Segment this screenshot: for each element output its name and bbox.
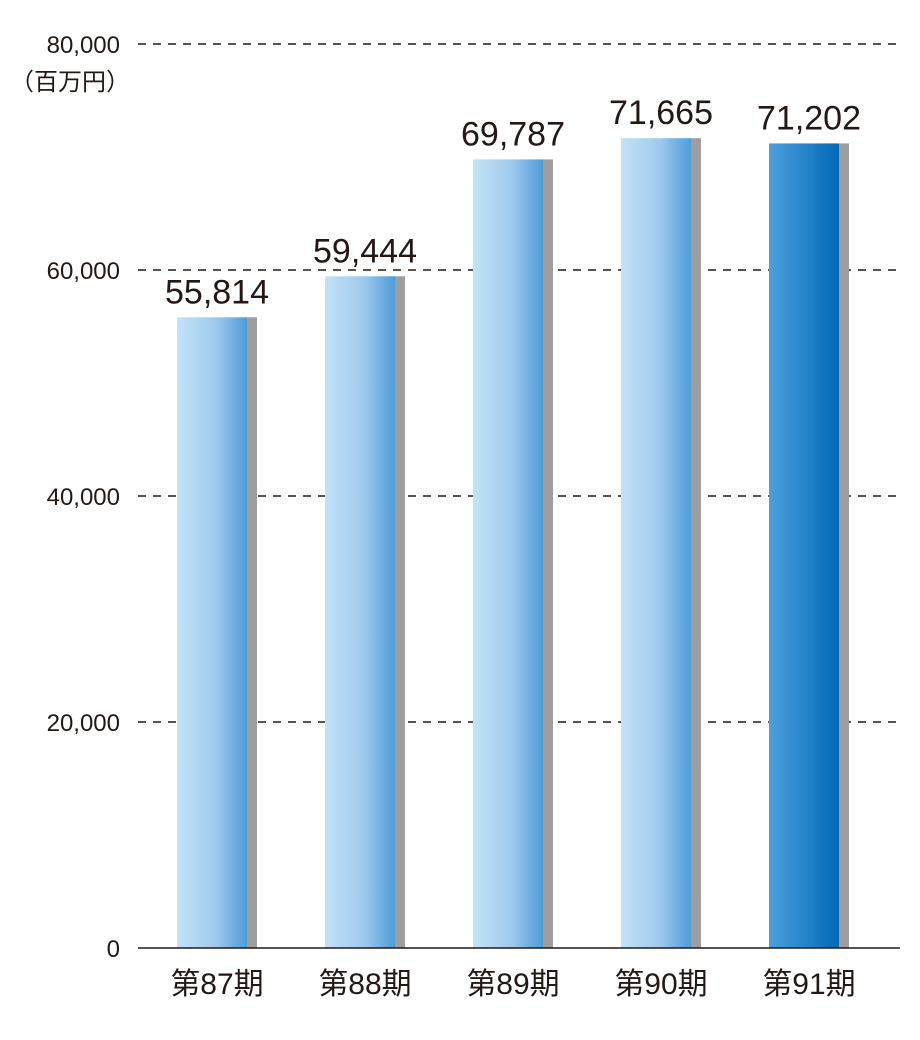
y-axis-ticks: 0 20,000 40,000 60,000 80,000 — [47, 32, 120, 963]
bar-value-label: 71,202 — [757, 99, 861, 137]
y-tick-label: 60,000 — [47, 258, 120, 285]
bar-shadow — [839, 143, 849, 948]
y-tick-label: 0 — [107, 936, 120, 963]
bar-shadow — [543, 159, 553, 948]
value-labels: 55,814 59,444 69,787 71,665 71,202 — [165, 94, 861, 311]
x-category-label: 第91期 — [762, 968, 855, 1001]
x-axis-categories: 第87期 第88期 第89期 第90期 第91期 — [170, 968, 855, 1001]
bar-value-label: 59,444 — [313, 232, 417, 270]
bar — [621, 138, 691, 949]
x-category-label: 第88期 — [318, 968, 411, 1001]
bar — [473, 159, 543, 948]
bar-value-label: 69,787 — [461, 115, 565, 153]
bar-value-label: 71,665 — [609, 94, 713, 132]
bar-shadow — [247, 317, 257, 949]
bar-shadow — [395, 276, 405, 948]
x-category-label: 第90期 — [614, 968, 707, 1001]
y-tick-label: 40,000 — [47, 484, 120, 511]
bar — [325, 276, 395, 948]
x-category-label: 第89期 — [466, 968, 559, 1001]
bar-shadow — [691, 138, 701, 949]
x-category-label: 第87期 — [170, 968, 263, 1001]
bar-value-label: 55,814 — [165, 273, 269, 311]
bar — [769, 143, 839, 948]
y-tick-label: 20,000 — [47, 710, 120, 737]
y-tick-label: 80,000 — [47, 32, 120, 59]
y-axis-unit-label: （百万円） — [10, 69, 130, 96]
bar — [177, 317, 247, 949]
bars — [177, 138, 849, 949]
